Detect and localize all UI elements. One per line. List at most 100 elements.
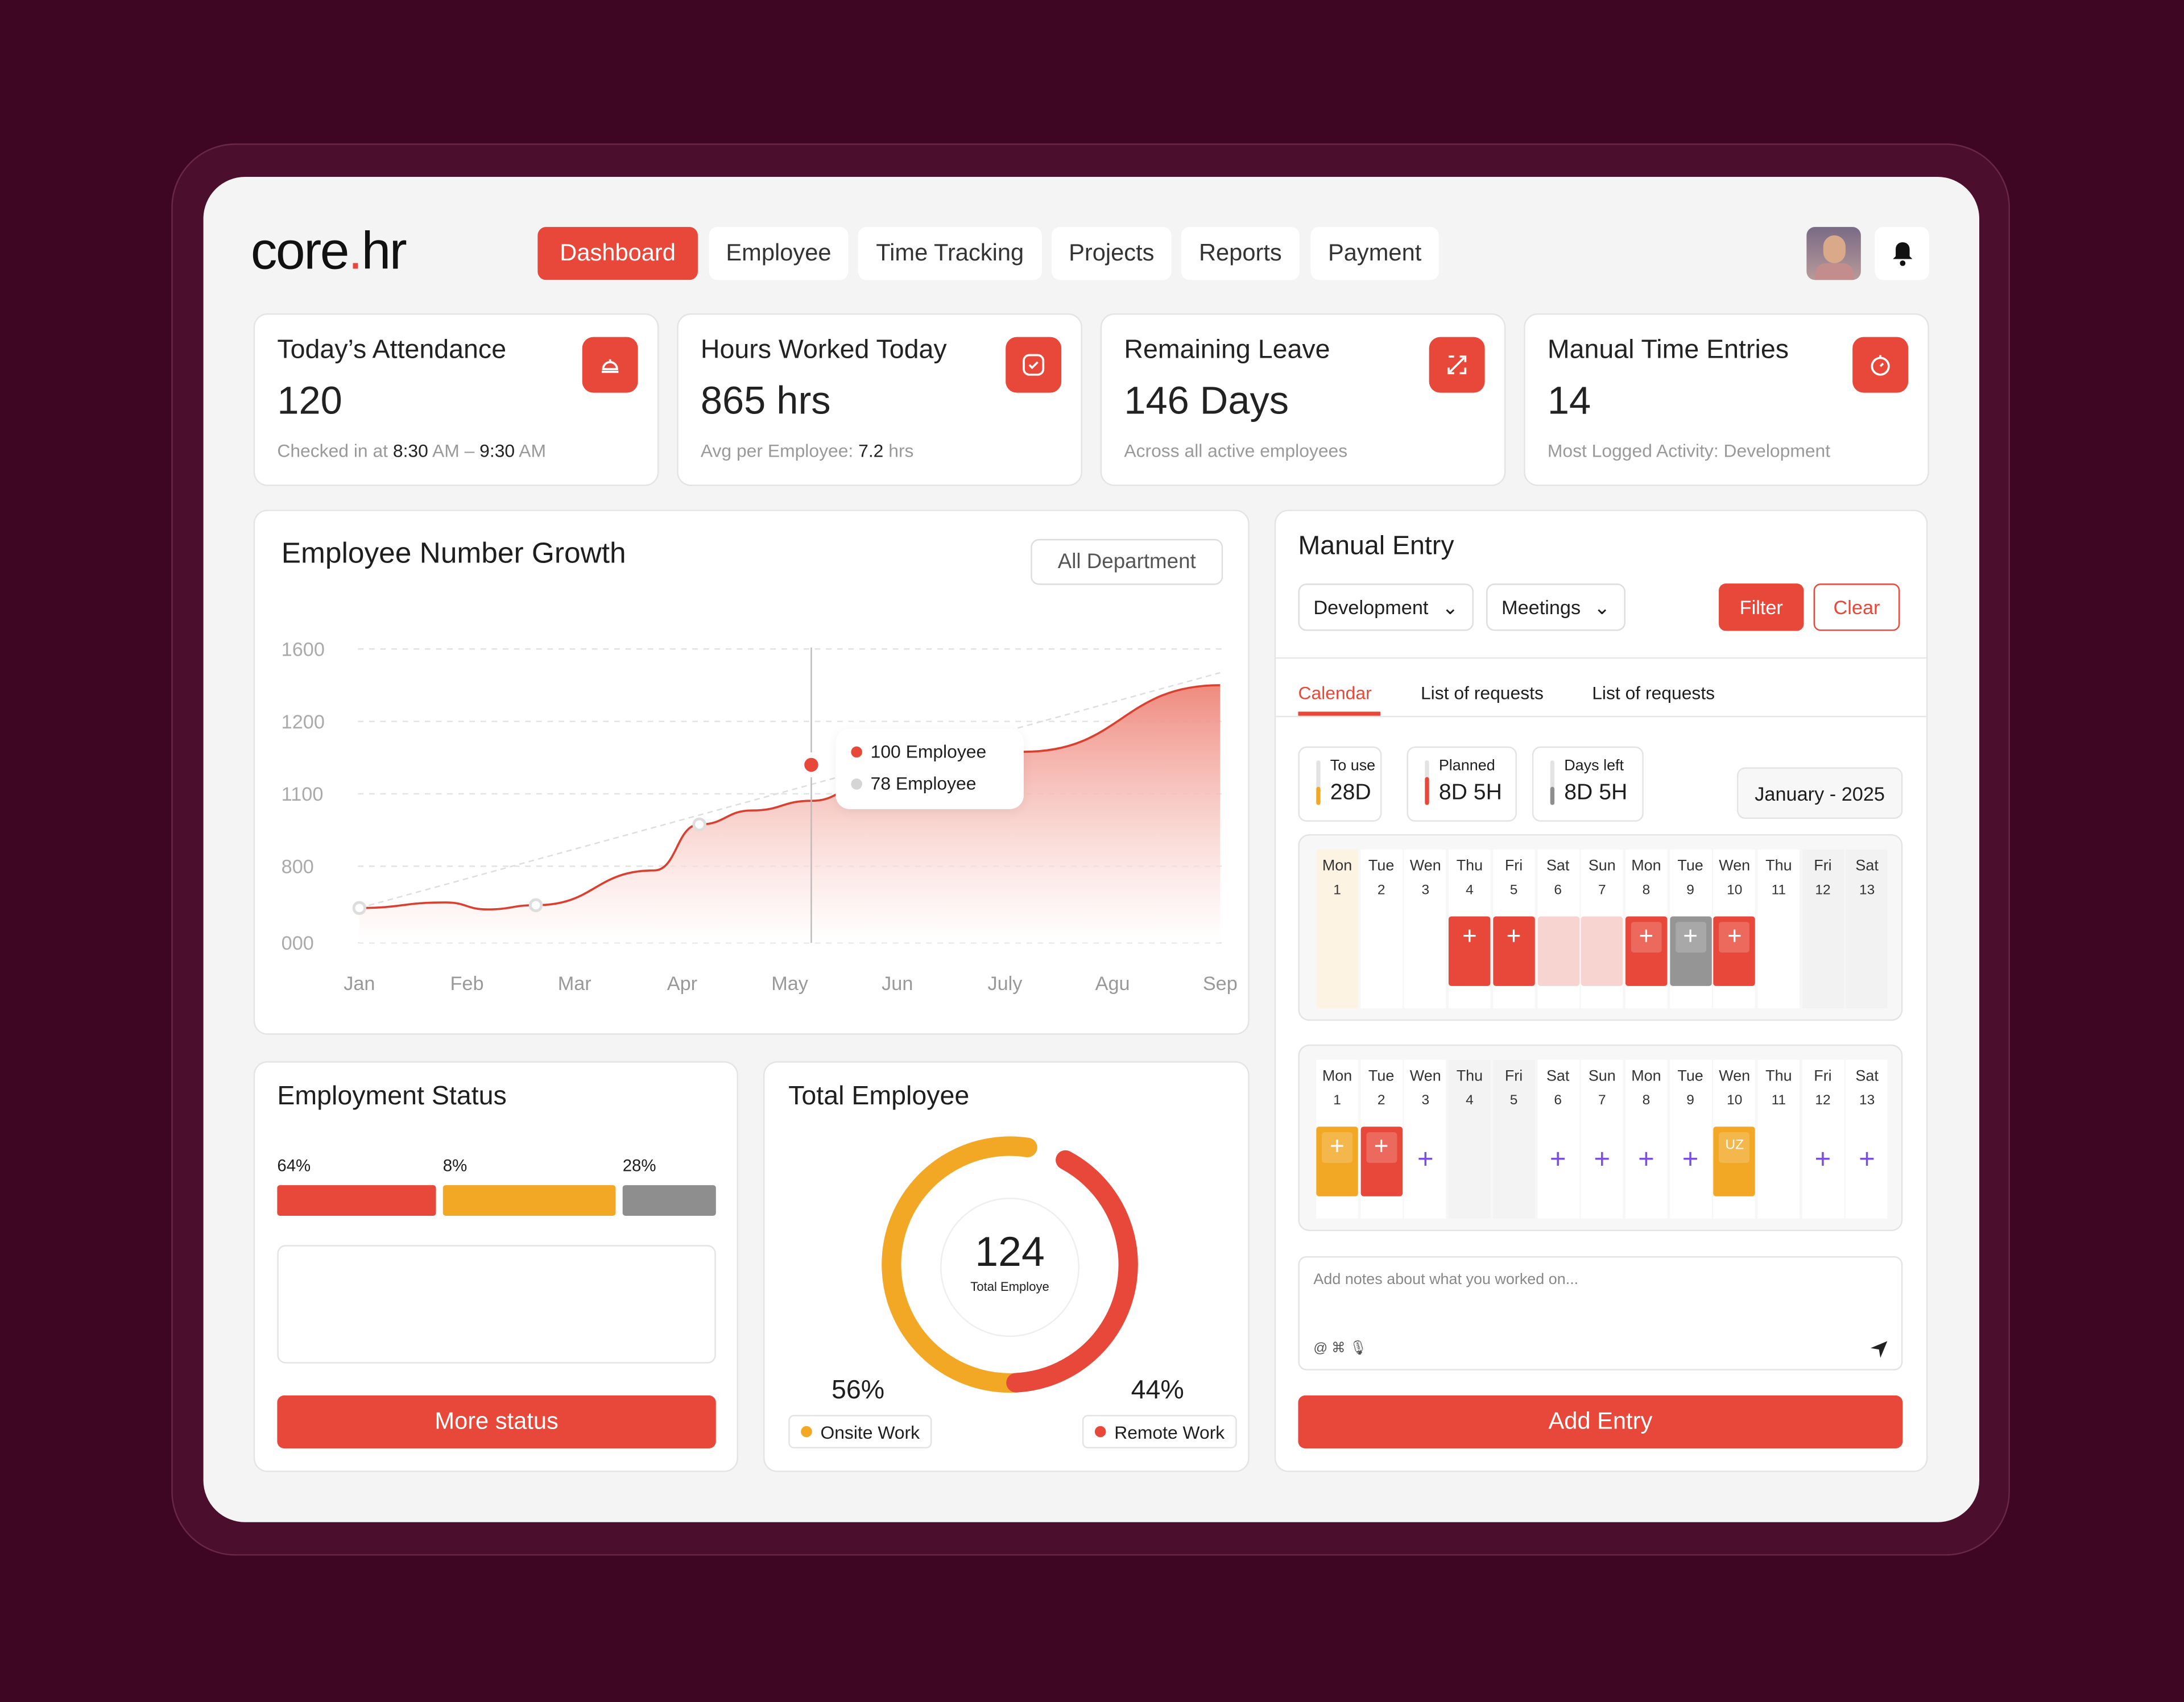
remote-percent: 44% <box>1131 1376 1184 1406</box>
leave-summary-box: To use 28D <box>1298 746 1382 822</box>
employment-status-title: Employment Status <box>277 1082 507 1112</box>
add-entry-button[interactable]: Add Entry <box>1298 1395 1903 1448</box>
nav-reports[interactable]: Reports <box>1181 227 1300 280</box>
highlight-point <box>804 757 818 772</box>
calendar-day[interactable]: Thu 4 <box>1449 1059 1491 1219</box>
nav-employee[interactable]: Employee <box>709 227 849 280</box>
calendar-day[interactable]: Mon 8 + <box>1625 1059 1668 1219</box>
filter-button[interactable]: Filter <box>1719 583 1804 631</box>
notifications-button[interactable] <box>1875 227 1929 280</box>
day-date: 11 <box>1771 1093 1786 1109</box>
entry-block-orange[interactable]: + <box>1316 1127 1358 1196</box>
calendar-day[interactable]: Fri 5 + <box>1492 849 1535 1009</box>
calendar-day[interactable]: Wen 10 UZ <box>1713 1059 1756 1219</box>
entry-block-red[interactable]: + <box>1625 916 1668 986</box>
entry-block-pending[interactable] <box>1581 916 1623 986</box>
calendar-day[interactable]: Mon 8 + <box>1625 849 1668 1009</box>
calendar-day[interactable]: Tue 2 + <box>1360 1059 1403 1219</box>
calendar-day[interactable]: Sat 13 + <box>1846 1059 1888 1219</box>
calendar-day[interactable]: Wen 3 + <box>1404 1059 1447 1219</box>
calendar-day[interactable]: Tue 9 + <box>1669 1059 1711 1219</box>
day-date: 12 <box>1815 1093 1831 1109</box>
calendar-day[interactable]: Wen 3 <box>1404 849 1447 1009</box>
legend-onsite: Onsite Work <box>788 1415 933 1448</box>
day-name: Thu <box>1456 1068 1483 1085</box>
day-name: Wen <box>1409 858 1441 875</box>
add-entry-icon[interactable]: + <box>1814 1145 1831 1175</box>
stat-title: Hours Worked Today <box>700 336 947 365</box>
calendar-day[interactable]: Thu 11 <box>1757 849 1800 1009</box>
category-select[interactable]: Development ⌄ <box>1298 583 1474 631</box>
notes-toolbar-icons[interactable]: @ ⌘ 🎙 <box>1313 1341 1367 1357</box>
add-entry-icon[interactable]: + <box>1859 1145 1875 1175</box>
logo-dot: . <box>348 222 363 281</box>
box-label: Planned <box>1438 757 1495 775</box>
total-employee-title: Total Employee <box>788 1082 970 1112</box>
more-status-button[interactable]: More status <box>277 1395 716 1448</box>
day-date: 7 <box>1598 883 1606 898</box>
calendar-day[interactable]: Sun 7 + <box>1581 1059 1623 1219</box>
calendar-day[interactable]: Tue 2 <box>1360 849 1403 1009</box>
entry-block-uz[interactable]: UZ <box>1713 1127 1756 1196</box>
logo[interactable]: core.hr <box>251 222 407 283</box>
day-date: 11 <box>1771 883 1786 898</box>
stopwatch-icon <box>1852 337 1909 393</box>
add-entry-icon[interactable]: + <box>1417 1145 1434 1175</box>
activity-select[interactable]: Meetings ⌄ <box>1486 583 1625 631</box>
clear-button[interactable]: Clear <box>1813 583 1900 631</box>
stat-value: 865 hrs <box>700 379 831 423</box>
calendar-day[interactable]: Sat 6 + <box>1537 1059 1579 1219</box>
tab-calendar[interactable]: Calendar <box>1298 682 1372 703</box>
month-selector[interactable]: January - 2025 <box>1736 767 1903 819</box>
day-name: Fri <box>1504 1068 1523 1085</box>
calendar-day[interactable]: Mon 1 + <box>1316 1059 1358 1219</box>
calendar-day[interactable]: Mon 1 <box>1316 849 1358 1009</box>
calendar-day[interactable]: Thu 11 <box>1757 1059 1800 1219</box>
entry-block-red[interactable]: + <box>1360 1127 1403 1196</box>
calendar-day[interactable]: Fri 12 <box>1802 849 1844 1009</box>
calendar-day[interactable]: Sun 7 <box>1581 849 1623 1009</box>
add-entry-icon[interactable]: + <box>1638 1145 1654 1175</box>
tab-list-of-requests[interactable]: List of requests <box>1420 682 1544 703</box>
entry-block-red[interactable]: + <box>1713 916 1756 986</box>
x-tick-label: Jan <box>344 973 375 995</box>
day-name: Thu <box>1765 858 1792 875</box>
box-label: Days left <box>1564 757 1624 775</box>
entry-block-grey[interactable]: + <box>1669 916 1711 986</box>
total-employee-donut <box>882 1136 1138 1393</box>
day-date: 4 <box>1466 1093 1474 1109</box>
nav-payment[interactable]: Payment <box>1310 227 1439 280</box>
bell-icon <box>1892 242 1912 266</box>
calendar-day[interactable]: Tue 9 + <box>1669 849 1711 1009</box>
calendar-day[interactable]: Sat 13 <box>1846 849 1888 1009</box>
add-entry-icon[interactable]: + <box>1549 1145 1566 1175</box>
calendar-day[interactable]: Thu 4 + <box>1449 849 1491 1009</box>
nav-dashboard[interactable]: Dashboard <box>537 227 698 280</box>
calendar-day[interactable]: Fri 12 + <box>1802 1059 1844 1219</box>
x-tick-label: Feb <box>450 973 484 995</box>
stat-title: Manual Time Entries <box>1547 336 1789 365</box>
calendar-day[interactable]: Wen 10 + <box>1713 849 1756 1009</box>
notes-input[interactable]: Add notes about what you worked on... @ … <box>1298 1256 1903 1370</box>
donut-remote-arc <box>882 1136 1138 1393</box>
nav-time-tracking[interactable]: Time Tracking <box>858 227 1042 280</box>
nav-projects[interactable]: Projects <box>1051 227 1172 280</box>
x-tick-label: Agu <box>1095 973 1130 995</box>
entry-block-pending[interactable] <box>1537 916 1579 986</box>
day-date: 13 <box>1859 1093 1875 1109</box>
entry-block-red[interactable]: + <box>1449 916 1491 986</box>
day-date: 3 <box>1421 883 1430 898</box>
chevron-down-icon: ⌄ <box>1442 595 1459 618</box>
add-entry-icon[interactable]: + <box>1682 1145 1699 1175</box>
add-entry-icon[interactable]: + <box>1594 1145 1611 1175</box>
send-icon[interactable] <box>1871 1341 1888 1358</box>
department-dropdown[interactable]: All Department <box>1031 539 1223 585</box>
calendar-day[interactable]: Sat 6 <box>1537 849 1579 1009</box>
day-name: Sat <box>1855 1068 1879 1085</box>
leave-summary-box: Planned 8D 5H <box>1407 746 1517 822</box>
entry-block-red[interactable]: + <box>1492 916 1535 986</box>
calendar-day[interactable]: Fri 5 <box>1492 1059 1535 1219</box>
tab-list-of-requests-2[interactable]: List of requests <box>1592 682 1715 703</box>
avatar[interactable] <box>1806 227 1861 280</box>
day-name: Sun <box>1588 858 1616 875</box>
